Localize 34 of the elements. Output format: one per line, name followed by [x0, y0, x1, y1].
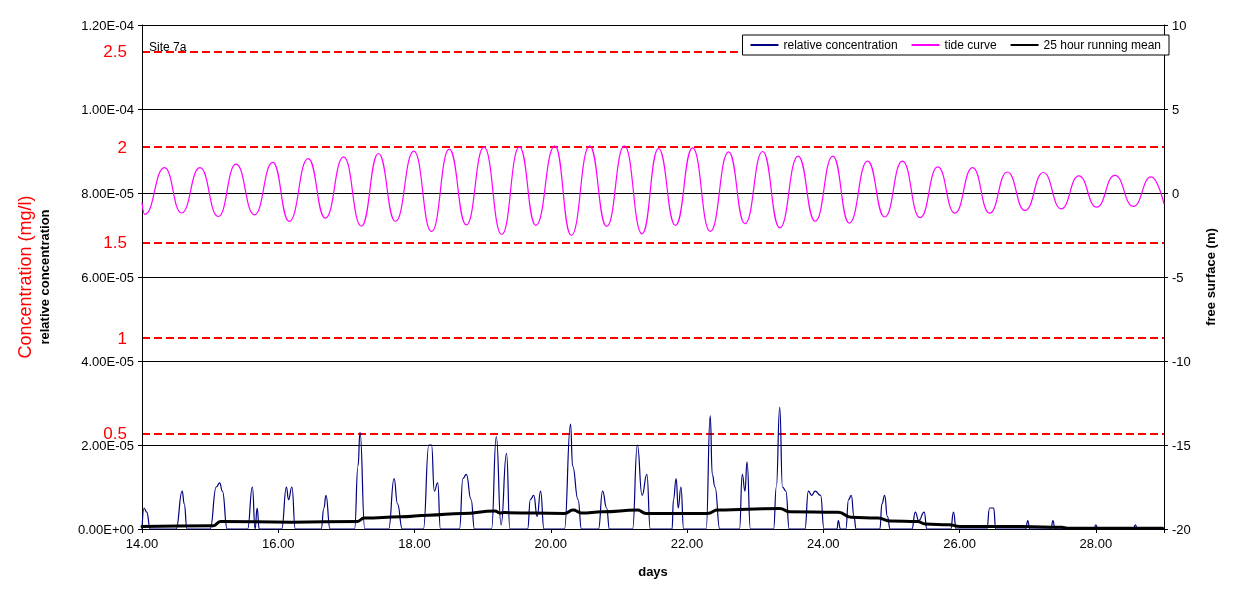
legend-label: 25 hour running mean	[1043, 38, 1162, 52]
y-tick-label: 8.00E-05	[81, 185, 134, 201]
x-tick-label: 24.00	[807, 536, 840, 551]
y-tick-label: 1.00E-04	[81, 101, 134, 117]
y3-tick-label: 1.5	[103, 233, 127, 253]
y3-tick-label: 1	[117, 328, 127, 348]
x-tick-label: 20.00	[534, 536, 568, 551]
y-tick-label: 4.00E-05	[81, 353, 134, 369]
y2-axis-title: free surface (m)	[1203, 228, 1218, 326]
y-tick-label: 1.20E-04	[81, 17, 134, 33]
y-tick-label: 6.00E-05	[81, 269, 134, 285]
x-tick-label: 26.00	[943, 536, 976, 551]
annotation: Site 7a	[149, 40, 187, 54]
x-tick-label: 22.00	[670, 536, 704, 551]
y2-tick-label: -15	[1172, 437, 1191, 453]
y2-tick-label: 0	[1172, 185, 1180, 201]
legend-label: tide curve	[944, 38, 997, 52]
x-tick-label: 28.00	[1079, 536, 1113, 551]
x-tick-label: 16.00	[261, 536, 295, 551]
y3-tick-label: 2.5	[103, 42, 127, 62]
y2-tick-label: -10	[1172, 353, 1191, 369]
x-tick-label: 18.00	[398, 536, 431, 551]
y-tick-label: 0.00E+00	[77, 521, 134, 537]
line-series	[141, 145, 1165, 237]
y3-axis-title: Concentration (mg/l)	[15, 195, 35, 359]
y3-tick-label: 2	[117, 137, 127, 157]
x-tick-label: 14.00	[125, 536, 159, 551]
y2-tick-label: -20	[1172, 521, 1191, 537]
x-axis-title: days	[638, 564, 668, 579]
y2-tick-label: -5	[1172, 269, 1184, 285]
y2-tick-label: 5	[1172, 101, 1180, 117]
y-axis-title: relative concentration	[37, 209, 52, 345]
legend-label: relative concentration	[783, 38, 898, 52]
y2-tick-label: 10	[1172, 17, 1187, 33]
